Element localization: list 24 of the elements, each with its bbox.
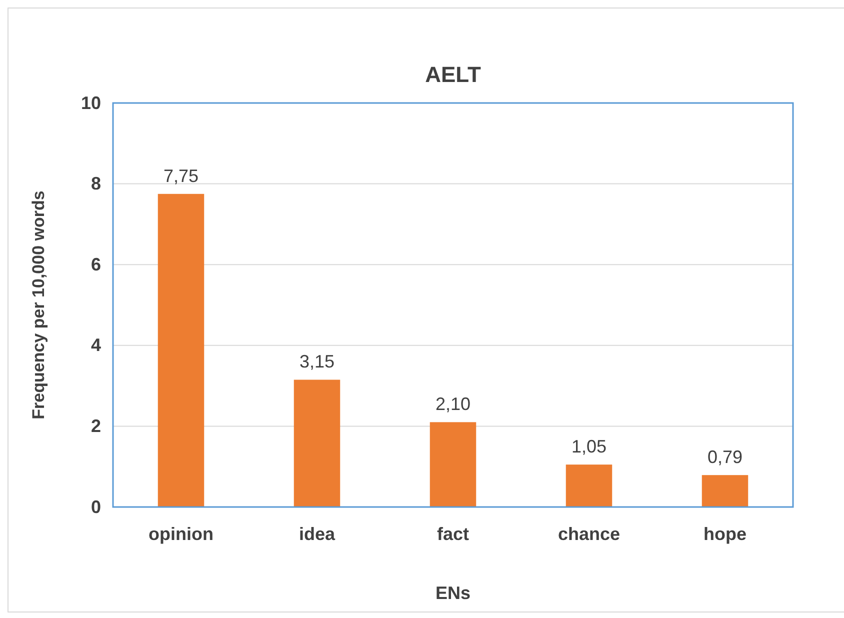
x-tick-label: opinion <box>148 524 214 544</box>
data-label: 0,79 <box>707 447 743 468</box>
bar <box>158 194 204 507</box>
bar <box>566 464 612 507</box>
x-tick-label: idea <box>298 524 336 544</box>
y-tick-label: 4 <box>90 335 101 356</box>
x-tick-label: chance <box>558 524 620 544</box>
bar <box>430 422 476 507</box>
data-label: 3,15 <box>299 352 335 372</box>
bar <box>702 475 748 507</box>
y-tick-label: 6 <box>90 254 101 274</box>
x-tick-label: fact <box>436 524 470 544</box>
x-axis-title: ENs <box>435 583 471 603</box>
chart-title: AELT <box>425 62 482 87</box>
x-tick-label: hope <box>704 524 746 544</box>
y-axis-title: Frequency per 10,000 words <box>29 190 48 420</box>
data-label: 2,10 <box>435 394 471 414</box>
y-tick-label: 0 <box>90 496 101 517</box>
y-tick-label: 8 <box>90 174 101 194</box>
data-label: 1,05 <box>571 436 607 457</box>
y-tick-label: 10 <box>80 92 101 113</box>
bar <box>294 380 340 507</box>
y-tick-label: 2 <box>90 416 101 436</box>
data-label: 7,75 <box>163 166 199 186</box>
